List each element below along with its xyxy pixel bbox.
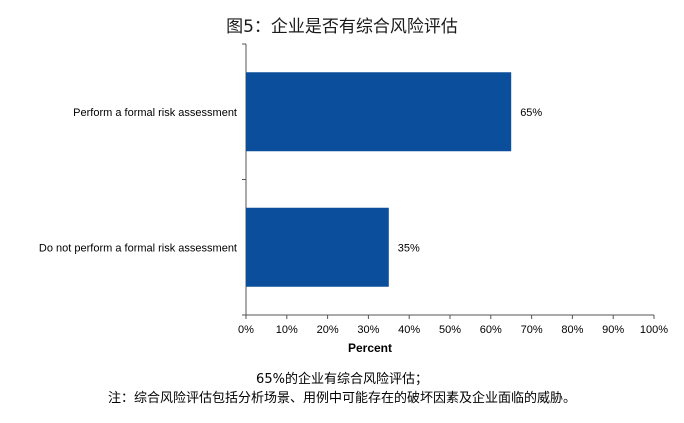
x-tick-label: 60% [480,324,502,336]
chart-title: 图5：企业是否有综合风险评估 [226,17,458,37]
caption-summary: 65%的企业有综合风险评估； [256,372,428,387]
x-tick-label: 50% [439,324,461,336]
x-tick-label: 40% [398,324,420,336]
category-label: Do not perform a formal risk assessment [39,242,237,254]
x-tick-label: 20% [317,324,339,336]
x-tick-label: 100% [640,324,668,336]
x-tick-label: 70% [521,324,543,336]
x-tick-label: 10% [276,324,298,336]
data-label: 65% [520,107,542,119]
x-tick-label: 0% [238,324,254,336]
x-tick-label: 80% [561,324,583,336]
data-label: 35% [398,242,420,254]
x-tick-label: 90% [602,324,624,336]
x-axis-title: Percent [348,341,392,355]
caption-note: 注：综合风险评估包括分析场景、用例中可能存在的破坏因素及企业面临的威胁。 [107,391,576,406]
bar [246,207,389,287]
category-label: Perform a formal risk assessment [73,107,237,119]
x-tick-label: 30% [357,324,379,336]
bar [246,72,512,152]
